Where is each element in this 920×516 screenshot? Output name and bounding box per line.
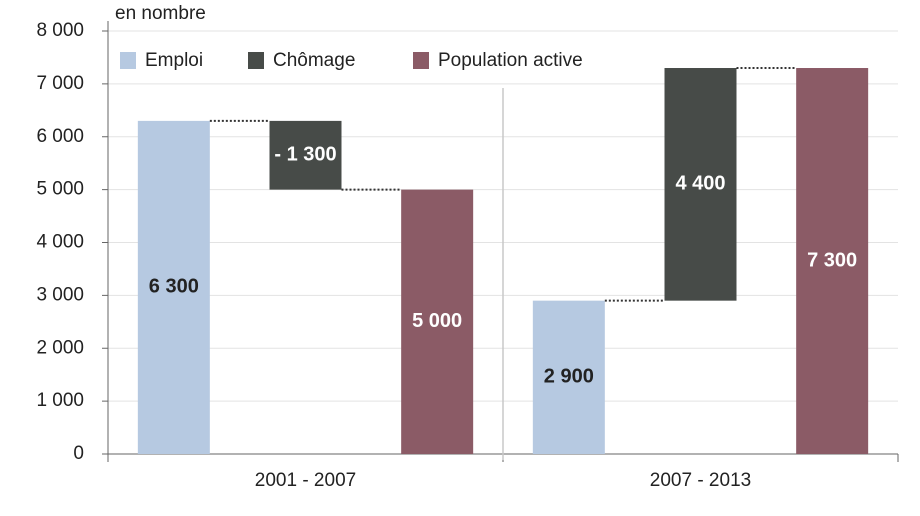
bar [401,189,474,454]
bar [532,300,605,454]
bar [796,68,869,454]
y-tick-label: 4 000 [36,232,84,253]
y-tick-label: 8 000 [36,20,84,41]
bar [269,120,342,190]
data-label: 4 400 [675,173,725,195]
y-axis-label: en nombre [115,3,206,24]
y-tick-label: 0 [73,443,84,464]
y-tick-label: 7 000 [36,73,84,94]
y-tick-label: 2 000 [36,337,84,358]
legend-swatch [248,52,264,69]
data-label: 6 300 [149,276,199,298]
bar [664,68,737,301]
legend-swatch [413,52,429,69]
data-label: - 1 300 [274,144,336,166]
y-tick-label: 3 000 [36,284,84,305]
legend-label: Chômage [273,50,355,71]
legend-label: Population active [438,50,583,71]
legend-swatch [120,52,136,69]
data-label: 2 900 [544,366,594,388]
legend-label: Emploi [145,50,203,71]
bar [137,120,210,454]
x-tick-label: 2007 - 2013 [650,470,751,491]
y-tick-label: 5 000 [36,179,84,200]
x-tick-label: 2001 - 2007 [255,470,356,491]
y-tick-label: 1 000 [36,390,84,411]
data-label: 7 300 [807,249,857,271]
data-label: 5 000 [412,310,462,332]
y-tick-label: 6 000 [36,126,84,147]
